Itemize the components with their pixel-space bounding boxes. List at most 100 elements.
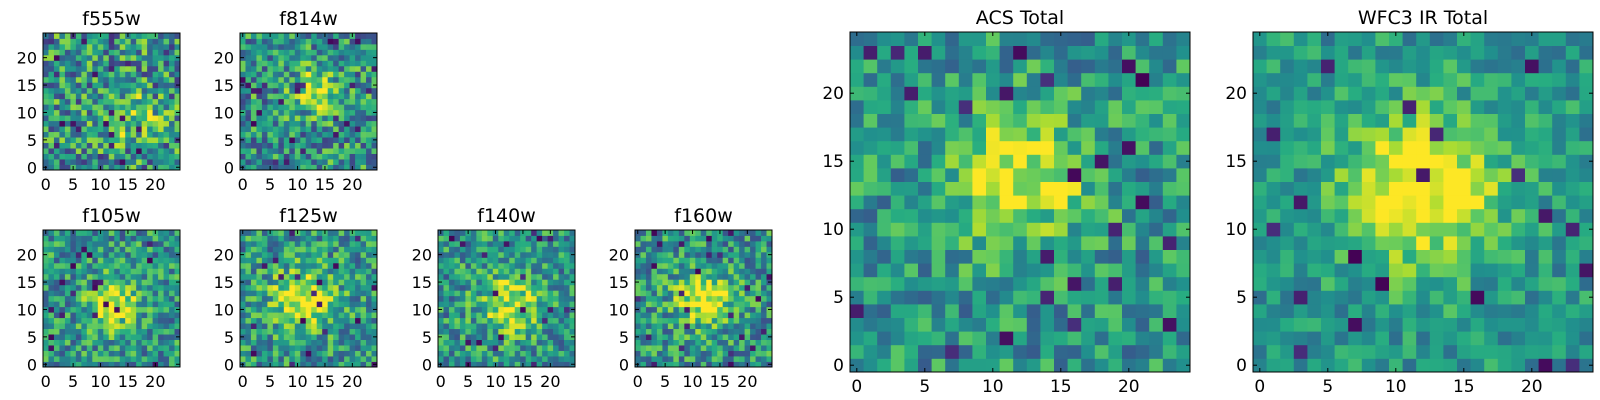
heatmap-cell bbox=[53, 328, 60, 335]
heatmap-cell bbox=[999, 45, 1014, 60]
heatmap-cell bbox=[163, 273, 170, 280]
x-tick-label: 15 bbox=[1050, 377, 1072, 397]
heatmap-cell bbox=[733, 279, 740, 286]
heatmap-cell bbox=[1280, 358, 1295, 373]
heatmap-cell bbox=[316, 159, 323, 165]
heatmap-cell bbox=[81, 246, 88, 253]
heatmap-cell bbox=[158, 356, 164, 362]
heatmap-cell bbox=[147, 334, 153, 340]
heatmap-cell bbox=[267, 251, 274, 258]
heatmap-cell bbox=[1497, 331, 1512, 346]
heatmap-cell bbox=[542, 361, 548, 368]
heatmap-cell bbox=[1253, 358, 1267, 373]
heatmap-cell bbox=[136, 76, 143, 83]
heatmap-cell bbox=[525, 290, 532, 297]
heatmap-cell bbox=[81, 257, 88, 264]
heatmap-cell bbox=[48, 246, 55, 253]
heatmap-cell bbox=[147, 306, 153, 313]
heatmap-cell bbox=[250, 230, 257, 236]
heatmap-cell bbox=[103, 284, 110, 291]
heatmap-cell bbox=[1026, 222, 1041, 237]
heatmap-cell bbox=[344, 49, 350, 56]
heatmap-cell bbox=[333, 120, 340, 127]
heatmap-cell bbox=[305, 230, 312, 236]
heatmap-cell bbox=[333, 268, 340, 275]
heatmap-cell bbox=[651, 262, 658, 269]
heatmap-cell bbox=[119, 301, 126, 308]
heatmap-cell bbox=[1457, 290, 1471, 305]
heatmap-cell bbox=[465, 273, 472, 280]
heatmap-cell bbox=[1457, 154, 1471, 169]
heatmap-cell bbox=[130, 301, 137, 308]
heatmap-cell bbox=[311, 87, 318, 94]
heatmap-cell bbox=[130, 82, 137, 89]
heatmap-cell bbox=[97, 350, 104, 357]
heatmap-cell bbox=[487, 251, 494, 258]
heatmap-cell bbox=[366, 350, 372, 357]
heatmap-cell bbox=[256, 43, 263, 50]
heatmap-cell bbox=[1040, 72, 1055, 87]
heatmap-cell bbox=[689, 339, 696, 346]
heatmap-cell bbox=[97, 54, 104, 61]
heatmap-cell bbox=[360, 301, 367, 308]
heatmap-cell bbox=[300, 339, 307, 346]
heatmap-cell bbox=[267, 246, 274, 253]
heatmap-cell bbox=[684, 328, 691, 335]
heatmap-cell bbox=[267, 126, 274, 133]
heatmap-cell bbox=[152, 356, 159, 362]
heatmap-cell bbox=[108, 43, 115, 50]
heatmap-cell bbox=[999, 304, 1014, 318]
heatmap-cell bbox=[97, 126, 104, 133]
heatmap-cell bbox=[43, 240, 49, 247]
heatmap-cell bbox=[174, 257, 181, 264]
heatmap-cell bbox=[958, 331, 973, 346]
heatmap-cell bbox=[1108, 236, 1123, 250]
heatmap-cell bbox=[553, 262, 559, 269]
heatmap-cell bbox=[338, 104, 345, 111]
heatmap-cell bbox=[667, 273, 674, 280]
heatmap-cell bbox=[366, 142, 372, 149]
heatmap-cell bbox=[169, 65, 175, 72]
heatmap-cell bbox=[344, 65, 350, 72]
heatmap-cell bbox=[1081, 168, 1096, 182]
heatmap-cell bbox=[465, 240, 472, 247]
heatmap-cell bbox=[158, 317, 164, 324]
heatmap-cell bbox=[53, 49, 60, 56]
heatmap-cell bbox=[706, 328, 713, 335]
heatmap-cell bbox=[1334, 181, 1349, 196]
heatmap-cell bbox=[931, 222, 946, 237]
heatmap-cell bbox=[514, 257, 521, 264]
heatmap-cell bbox=[349, 60, 356, 67]
heatmap-cell bbox=[86, 120, 93, 127]
heatmap-cell bbox=[1525, 195, 1539, 210]
heatmap-cell bbox=[481, 273, 488, 280]
heatmap-cell bbox=[86, 240, 93, 247]
heatmap-cell bbox=[289, 49, 296, 56]
heatmap-cell bbox=[240, 148, 246, 154]
heatmap-cell bbox=[1348, 208, 1363, 223]
heatmap-cell bbox=[283, 339, 290, 346]
heatmap-cell bbox=[1511, 168, 1526, 182]
heatmap-cell bbox=[305, 98, 312, 105]
heatmap-cell bbox=[316, 93, 323, 100]
heatmap-cell bbox=[1094, 208, 1109, 223]
heatmap-cell bbox=[119, 142, 126, 149]
heatmap-cell bbox=[48, 317, 55, 324]
heatmap-cell bbox=[141, 148, 148, 154]
heatmap-cell bbox=[520, 317, 527, 324]
heatmap-cell bbox=[1162, 358, 1177, 373]
heatmap-cell bbox=[945, 86, 960, 101]
heatmap-cell bbox=[662, 257, 669, 264]
heatmap-cell bbox=[761, 279, 767, 286]
heatmap-cell bbox=[465, 279, 472, 286]
heatmap-cell bbox=[97, 323, 104, 330]
heatmap-cell bbox=[70, 323, 77, 330]
heatmap-cell bbox=[1067, 181, 1082, 196]
heatmap-cell bbox=[695, 268, 702, 275]
heatmap-cell bbox=[92, 71, 99, 78]
heatmap-cell bbox=[163, 82, 170, 89]
heatmap-cell bbox=[1538, 249, 1553, 264]
heatmap-cell bbox=[305, 257, 312, 264]
heatmap-cell bbox=[338, 126, 345, 133]
heatmap-cell bbox=[147, 120, 153, 127]
